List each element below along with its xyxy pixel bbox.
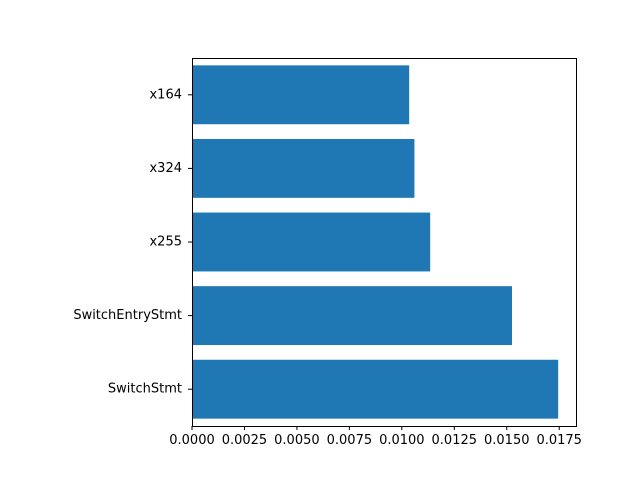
x-tick-label: 0.0000 xyxy=(169,433,215,448)
y-axis-ticks: SwitchStmt SwitchEntryStmt x255 x324 x164 xyxy=(73,87,192,397)
x-tick-label: 0.0125 xyxy=(432,433,478,448)
x-tick-label: 0.0025 xyxy=(222,433,268,448)
bar-x164 xyxy=(192,65,410,125)
x-axis-ticks: 0.0000 0.0025 0.0050 0.0075 0.0100 0.0125 0.01… xyxy=(169,426,582,448)
y-tick-label: SwitchStmt xyxy=(108,382,182,397)
y-tick-label: SwitchEntryStmt xyxy=(73,308,182,323)
bars-group xyxy=(192,65,559,419)
x-tick-label: 0.0150 xyxy=(484,433,530,448)
bar-x255 xyxy=(192,212,431,272)
x-tick-label: 0.0175 xyxy=(536,433,582,448)
plot-frame xyxy=(192,58,577,427)
y-tick-label: x324 xyxy=(149,161,182,176)
y-tick-label: x164 xyxy=(149,87,182,102)
bar-SwitchEntryStmt xyxy=(192,286,512,346)
bar-SwitchStmt xyxy=(192,359,559,419)
x-tick-label: 0.0050 xyxy=(274,433,320,448)
x-tick-label: 0.0100 xyxy=(379,433,425,448)
y-tick-label: x255 xyxy=(149,235,182,250)
bar-x324 xyxy=(192,138,415,198)
x-tick-label: 0.0075 xyxy=(327,433,373,448)
